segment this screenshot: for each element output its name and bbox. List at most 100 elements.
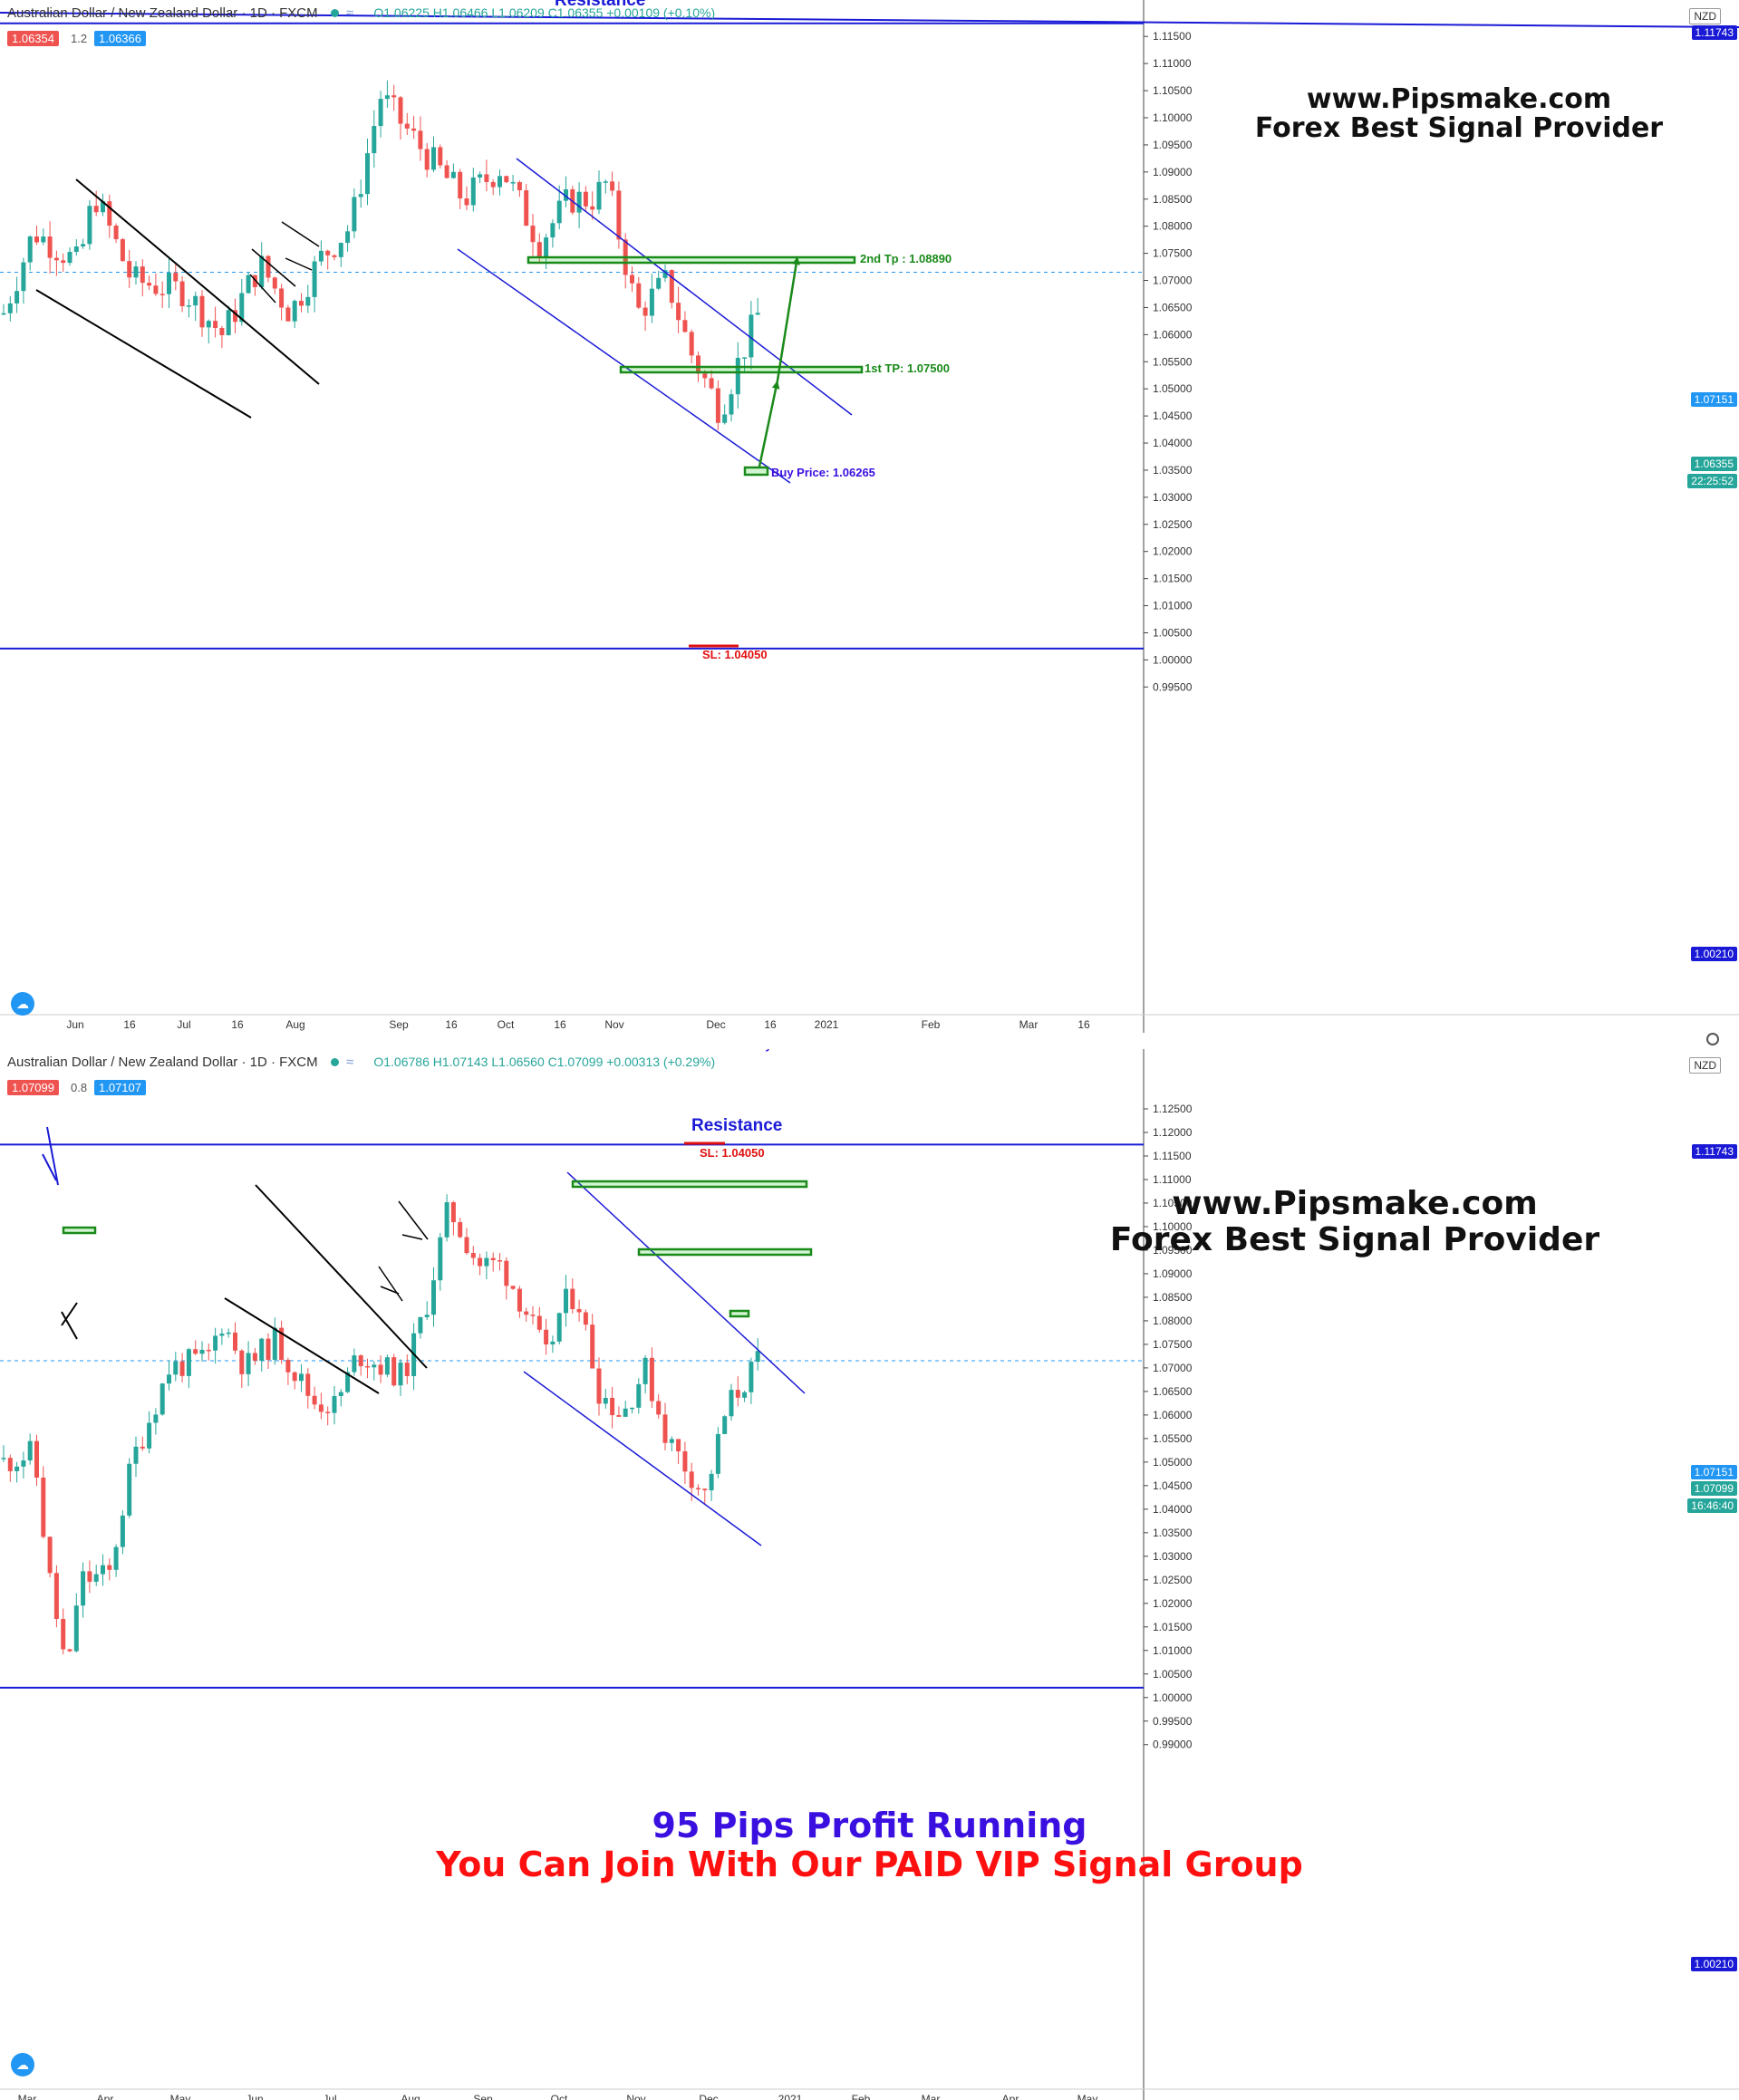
bottom-candlestick-chart[interactable]: 1.12500 1.12000 1.11500 1.11000 1.10500 1.100…	[0, 1049, 1739, 2100]
time-tick-label: Jun	[246, 2093, 263, 2100]
candle-body	[470, 1253, 476, 1258]
tp2-target-box	[527, 255, 856, 265]
candle-body	[47, 236, 53, 258]
candle-body	[27, 236, 33, 263]
tp1-target-box	[619, 365, 864, 374]
candle-body	[352, 197, 357, 232]
candle-body	[749, 314, 754, 358]
candle-body	[517, 182, 522, 191]
candle-body	[458, 171, 463, 199]
time-tick-label: Aug	[401, 2093, 420, 2100]
candle-body	[101, 201, 105, 213]
price-tick-label: 1.06500	[1153, 1385, 1193, 1398]
candle-body	[411, 128, 417, 131]
time-tick-label: Nov	[626, 2093, 645, 2100]
candle-body	[530, 226, 536, 243]
candle-body	[279, 1327, 285, 1361]
compare-icon[interactable]: ≈	[345, 5, 354, 21]
candle-body	[147, 1422, 152, 1449]
candle-body	[252, 275, 257, 287]
bottom-symbol-title: Australian Dollar / New Zealand Dollar ·…	[7, 1055, 318, 1070]
candle-body	[696, 355, 700, 374]
candle-body	[186, 1349, 191, 1376]
candle-body	[702, 1488, 708, 1491]
candle-body	[603, 1398, 608, 1404]
bottom-symbol-header: Australian Dollar / New Zealand Dollar ·…	[7, 1055, 715, 1070]
candle-body	[219, 328, 225, 335]
bottom-bid-price[interactable]: 1.07099	[7, 1080, 59, 1095]
target-arrow-line	[758, 380, 779, 467]
candle-body	[81, 244, 86, 247]
top-currency-label[interactable]: NZD	[1689, 8, 1721, 24]
candle-body	[34, 1440, 39, 1479]
price-tick-label: 1.03500	[1153, 1527, 1193, 1539]
time-tick-label: Dec	[706, 1018, 725, 1031]
candle-body	[1, 1458, 6, 1459]
price-tick-label: 1.05500	[1153, 1432, 1193, 1445]
candle-body	[636, 1383, 642, 1408]
candle-body	[484, 1257, 489, 1267]
price-tick-label: 1.01000	[1153, 600, 1193, 612]
candle-body	[153, 285, 159, 294]
candle-body	[34, 236, 39, 243]
candle-body	[61, 1619, 66, 1650]
candle-body	[610, 1398, 615, 1416]
top-chart-pane[interactable]: 1.11500 1.11000 1.10500 1.10000 1.09500 1.090…	[0, 0, 1739, 1045]
candle-body	[325, 250, 331, 255]
trend-line	[516, 158, 853, 416]
candle-body	[7, 1458, 13, 1471]
top-bid-price[interactable]: 1.06354	[7, 31, 59, 46]
candle-body	[391, 1357, 397, 1386]
time-tick-label: 16	[231, 1018, 244, 1031]
candle-body	[616, 190, 622, 240]
tradingview-logo-icon[interactable]: ☁	[11, 2053, 34, 2076]
price-tick-label: 1.09500	[1153, 1244, 1193, 1257]
trend-line	[255, 1184, 428, 1369]
candle-body	[345, 1372, 351, 1392]
candle-body	[438, 147, 443, 166]
top-settings-gear-icon[interactable]	[1706, 1033, 1719, 1045]
time-tick-label: 16	[764, 1018, 777, 1031]
candle-body	[120, 239, 125, 262]
time-tick-label: Nov	[604, 1018, 623, 1031]
candle-body	[536, 242, 542, 257]
candle-body	[689, 1471, 694, 1488]
candle-body	[167, 1374, 171, 1384]
price-tick-label: 1.11500	[1153, 30, 1192, 43]
compare-icon[interactable]: ≈	[345, 1055, 354, 1070]
time-tick-label: Jul	[323, 2093, 336, 2100]
candle-body	[246, 275, 251, 294]
bottom-chart-pane[interactable]: 1.12500 1.12000 1.11500 1.11000 1.10500 1.100…	[0, 1049, 1739, 2100]
trend-line	[35, 289, 252, 419]
time-tick-label: Oct	[498, 1018, 515, 1031]
tp2-target-box	[571, 1180, 808, 1189]
candle-body	[530, 1315, 536, 1316]
target-arrowhead-icon	[771, 381, 780, 390]
top-ask-price[interactable]: 1.06366	[94, 31, 146, 46]
candle-body	[564, 188, 568, 201]
candle-body	[285, 1360, 291, 1373]
candle-body	[404, 1363, 410, 1376]
price-tick-label: 1.05000	[1153, 382, 1193, 395]
candle-body	[299, 301, 304, 306]
top-symbol-header: Australian Dollar / New Zealand Dollar ·…	[7, 5, 715, 21]
price-tick-label: 1.11000	[1153, 1173, 1192, 1186]
tp1-label: 1st TP: 1.07500	[865, 361, 950, 375]
price-tick-label: 1.03000	[1153, 1550, 1193, 1563]
time-tick-label: Feb	[852, 2093, 871, 2100]
candle-body	[153, 1414, 159, 1423]
time-tick-label: Mar	[922, 2093, 941, 2100]
bottom-ask-price[interactable]: 1.07107	[94, 1080, 146, 1095]
candle-body	[21, 262, 26, 292]
price-tick-label: 1.10000	[1153, 111, 1193, 124]
time-tick-label: Feb	[922, 1018, 941, 1031]
time-tick-label: Mar	[18, 2093, 37, 2100]
candle-body	[596, 1368, 602, 1404]
tradingview-logo-icon[interactable]: ☁	[11, 992, 34, 1016]
bottom-currency-label[interactable]: NZD	[1689, 1057, 1721, 1074]
trend-line	[0, 12, 1739, 28]
candle-body	[292, 1372, 297, 1382]
candle-body	[87, 1571, 92, 1582]
price-tick-label: 1.03500	[1153, 464, 1193, 477]
top-candlestick-chart[interactable]: 1.11500 1.11000 1.10500 1.10000 1.09500 1.090…	[0, 0, 1739, 1033]
